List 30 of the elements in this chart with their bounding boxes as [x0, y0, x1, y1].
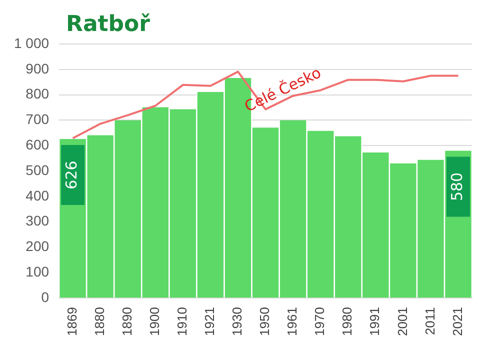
x-tick-label: 1961	[284, 307, 300, 336]
y-tick-label: 0	[41, 288, 50, 305]
x-tick-label: 1980	[340, 307, 355, 336]
x-tick-label: 1970	[312, 307, 328, 336]
y-tick-label: 500	[26, 162, 50, 178]
x-tick-label: 1921	[202, 307, 218, 336]
x-tick-label: 1880	[92, 307, 107, 336]
y-tick-label: 700	[26, 111, 50, 128]
y-tick-label: 300	[26, 212, 50, 229]
y-tick-label: 900	[26, 60, 50, 76]
x-tick-label: 1900	[146, 307, 162, 336]
x-tick-label: 2011	[422, 307, 438, 336]
x-tick-label: 2001	[394, 307, 410, 336]
y-tick-label: 1 000	[14, 34, 50, 51]
x-tick-label: 1950	[257, 307, 272, 336]
y-tick-label: 400	[26, 187, 50, 204]
x-tick-label: 1869	[64, 307, 80, 336]
x-tick-label: 1991	[367, 307, 382, 336]
y-tick-label: 600	[26, 136, 50, 152]
chart-title: Ratboř	[66, 12, 150, 37]
y-tick-label: 800	[26, 86, 50, 102]
data-label: 580	[448, 172, 466, 202]
y-tick-label: 200	[26, 238, 50, 254]
x-tick-label: 1890	[119, 307, 134, 336]
text: Celé Česko	[242, 63, 324, 116]
x-tick-label: 1930	[230, 307, 245, 336]
x-tick-label: 2021	[450, 307, 465, 336]
x-tick-label: 1910	[174, 307, 190, 336]
y-tick-label: 100	[26, 264, 50, 280]
data-label: 626	[62, 160, 81, 190]
